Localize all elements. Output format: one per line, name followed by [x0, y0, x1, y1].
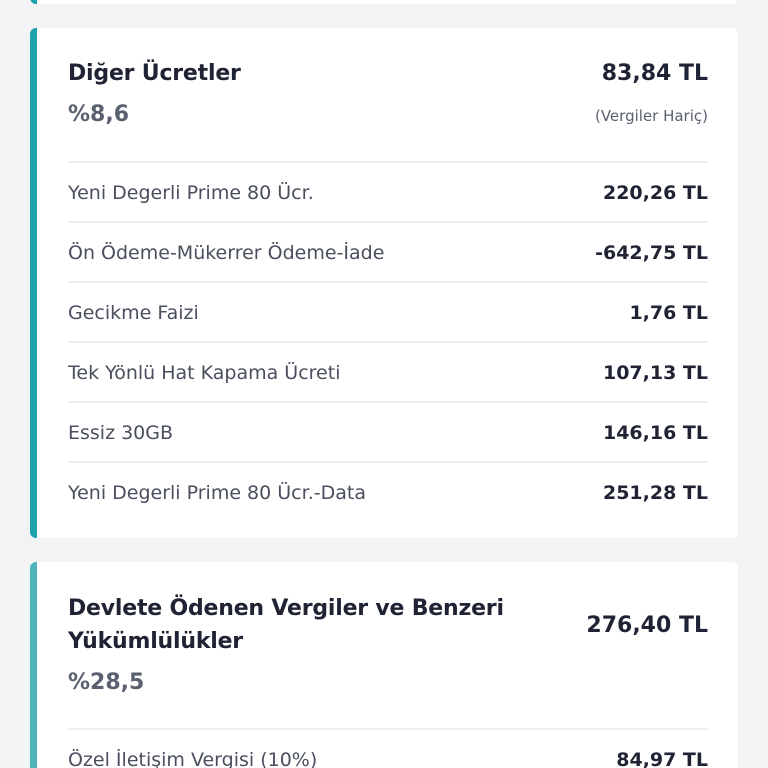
item-value: 84,97 TL — [616, 749, 708, 768]
card-accent-bar — [30, 0, 37, 4]
list-item: Tek Yönlü Hat Kapama Ücreti 107,13 TL — [68, 341, 708, 401]
list-item: Ön Ödeme-Mükerrer Ödeme-İade -642,75 TL — [68, 221, 708, 281]
item-label: Özel İletişim Vergisi (10%) — [68, 749, 318, 768]
item-label: Yeni Degerli Prime 80 Ücr. — [68, 182, 314, 204]
taxes-title-line2: Yükümlülükler — [68, 629, 243, 654]
other-fees-card[interactable]: Diğer Ücretler 83,84 TL %8,6 (Vergiler H… — [30, 28, 738, 538]
list-item: Yeni Degerli Prime 80 Ücr. 220,26 TL — [68, 161, 708, 221]
taxes-percent: %28,5 — [68, 670, 145, 695]
item-label: Gecikme Faizi — [68, 302, 199, 324]
item-label: Tek Yönlü Hat Kapama Ücreti — [68, 362, 341, 384]
taxes-title-line1: Devlete Ödenen Vergiler ve Benzeri — [68, 596, 504, 621]
item-value: 146,16 TL — [602, 422, 708, 444]
other-fees-title: Diğer Ücretler — [68, 61, 241, 86]
item-value: 107,13 TL — [602, 362, 708, 384]
taxes-list: Özel İletişim Vergisi (10%) 84,97 TL — [68, 728, 708, 768]
previous-section-card — [30, 0, 738, 4]
item-value: -642,75 TL — [595, 242, 708, 264]
tax-excluded-note: (Vergiler Hariç) — [594, 107, 708, 125]
taxes-amount: 276,40 TL — [586, 613, 708, 638]
card-accent-bar — [30, 562, 37, 768]
list-item: Yeni Degerli Prime 80 Ücr.-Data 251,28 T… — [68, 461, 708, 521]
item-value: 1,76 TL — [629, 302, 708, 324]
card-accent-bar — [30, 28, 37, 538]
item-label: Essiz 30GB — [68, 422, 174, 444]
item-value: 251,28 TL — [602, 482, 708, 504]
list-item: Gecikme Faizi 1,76 TL — [68, 281, 708, 341]
item-label: Ön Ödeme-Mükerrer Ödeme-İade — [68, 242, 385, 264]
other-fees-percent: %8,6 — [68, 102, 130, 127]
list-item: Essiz 30GB 146,16 TL — [68, 401, 708, 461]
item-label: Yeni Degerli Prime 80 Ücr.-Data — [68, 482, 366, 504]
taxes-card[interactable]: Devlete Ödenen Vergiler ve Benzeri Yüküm… — [30, 562, 738, 768]
item-value: 220,26 TL — [602, 182, 708, 204]
other-fees-list: Yeni Degerli Prime 80 Ücr. 220,26 TL Ön … — [68, 161, 708, 521]
list-item: Özel İletişim Vergisi (10%) 84,97 TL — [68, 728, 708, 768]
other-fees-amount: 83,84 TL — [601, 61, 708, 86]
